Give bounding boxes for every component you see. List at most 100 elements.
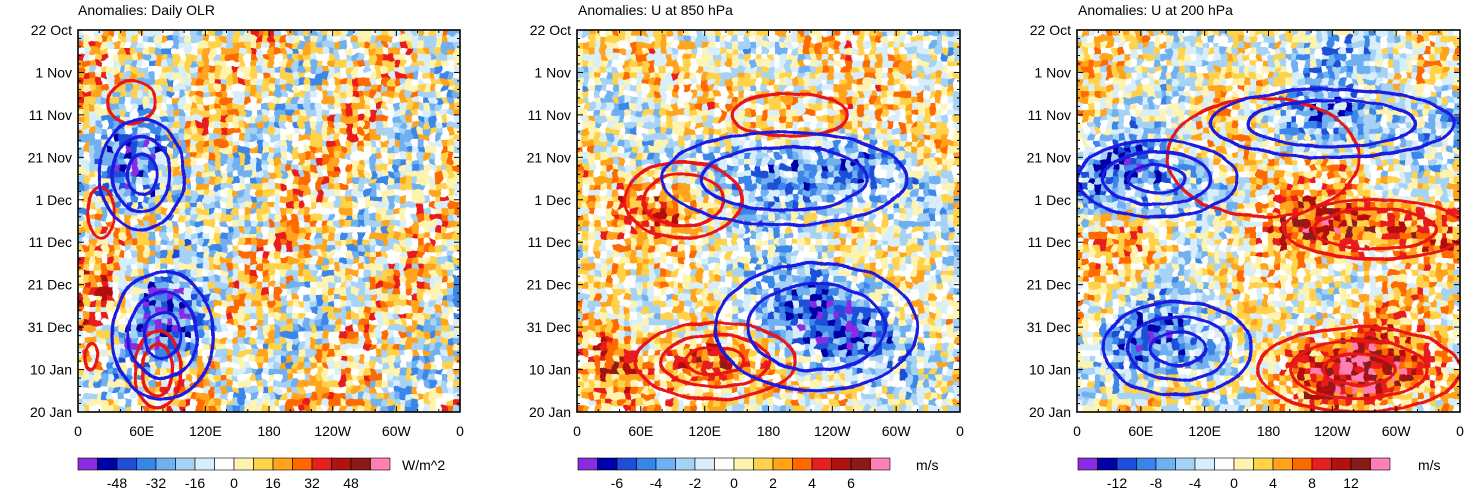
- field-cell: [322, 374, 330, 382]
- field-cell: [143, 128, 151, 136]
- field-cell: [107, 54, 115, 62]
- field-cell: [113, 97, 121, 105]
- field-cell: [911, 78, 919, 86]
- field-cell: [839, 66, 847, 74]
- field-cell: [352, 152, 360, 160]
- field-cell: [137, 66, 145, 74]
- field-cell: [244, 399, 252, 407]
- field-cell: [304, 319, 312, 327]
- field-cell: [678, 47, 686, 56]
- field-cell: [298, 54, 306, 62]
- field-cell: [286, 47, 294, 56]
- field-cell: [155, 238, 163, 247]
- field-cell: [375, 78, 383, 86]
- field-cell: [101, 30, 109, 37]
- field-cell: [654, 35, 662, 43]
- field-cell: [262, 245, 270, 253]
- field-cell: [310, 146, 318, 154]
- field-cell: [119, 183, 127, 191]
- field-cell: [815, 47, 823, 56]
- field-cell: [582, 54, 590, 62]
- field-cell: [149, 331, 157, 339]
- field-cell: [89, 47, 97, 56]
- field-cell: [184, 343, 192, 351]
- field-cell: [173, 374, 180, 382]
- field-cell: [381, 54, 389, 62]
- field-cell: [364, 257, 371, 265]
- field-cell: [298, 208, 306, 216]
- field-cell: [214, 312, 222, 321]
- field-cell: [107, 349, 115, 358]
- field-cell: [435, 47, 443, 56]
- field-cell: [256, 331, 264, 339]
- field-cell: [417, 374, 425, 382]
- field-cell: [232, 257, 240, 265]
- field-cell: [125, 140, 133, 148]
- field-cell: [125, 374, 133, 382]
- field-cell: [173, 128, 180, 136]
- field-cell: [78, 146, 85, 154]
- field-cell: [863, 84, 871, 93]
- field-cell: [238, 66, 246, 74]
- field-cell: [83, 374, 91, 382]
- field-cell: [89, 115, 97, 123]
- field-cell: [220, 41, 228, 49]
- field-cell: [131, 393, 139, 401]
- colorbar-swatch: [116, 457, 137, 471]
- field-cell: [208, 368, 216, 376]
- field-cell: [190, 306, 198, 314]
- field-cell: [178, 343, 186, 351]
- field-cell: [244, 319, 252, 327]
- field-cell: [399, 171, 407, 179]
- field-cell: [202, 405, 210, 412]
- field-cell: [178, 362, 186, 370]
- field-cell: [292, 288, 300, 296]
- field-cell: [125, 306, 133, 314]
- field-cell: [286, 257, 294, 265]
- field-cell: [161, 72, 169, 80]
- field-cell: [346, 115, 354, 123]
- field-cell: [167, 226, 174, 234]
- field-cell: [648, 54, 656, 62]
- field-cell: [708, 84, 716, 93]
- field-cell: [310, 202, 318, 210]
- field-cell: [839, 78, 847, 86]
- field-cell: [684, 54, 692, 62]
- field-cell: [393, 195, 401, 204]
- field-cell: [423, 35, 431, 43]
- field-cell: [89, 183, 97, 191]
- field-cell: [131, 195, 139, 204]
- field-cell: [672, 66, 680, 74]
- field-cell: [83, 140, 91, 148]
- field-cell: [887, 54, 895, 62]
- field-cell: [268, 294, 276, 302]
- field-cell: [405, 128, 413, 136]
- field-cell: [423, 78, 431, 86]
- field-cell: [310, 405, 318, 412]
- field-cell: [280, 294, 288, 302]
- field-cell: [238, 374, 246, 382]
- field-cell: [220, 269, 228, 277]
- field-cell: [441, 251, 449, 259]
- field-cell: [845, 60, 853, 68]
- x-tick-label: 60W: [382, 423, 412, 439]
- field-cell: [95, 128, 103, 136]
- field-cell: [155, 183, 163, 191]
- field-cell: [298, 195, 306, 204]
- field-cell: [405, 257, 413, 265]
- field-cell: [577, 84, 584, 93]
- field-cell: [304, 393, 312, 401]
- field-cell: [226, 251, 234, 259]
- field-cell: [95, 294, 103, 302]
- field-cell: [232, 47, 240, 56]
- field-cell: [244, 177, 252, 185]
- field-cell: [435, 368, 443, 376]
- field-cell: [155, 331, 163, 339]
- field-cell: [244, 294, 252, 302]
- field-cell: [292, 232, 300, 240]
- field-cell: [809, 84, 817, 93]
- field-cell: [262, 263, 270, 271]
- field-cell: [131, 30, 139, 37]
- field-cell: [202, 165, 210, 173]
- field-cell: [178, 405, 186, 412]
